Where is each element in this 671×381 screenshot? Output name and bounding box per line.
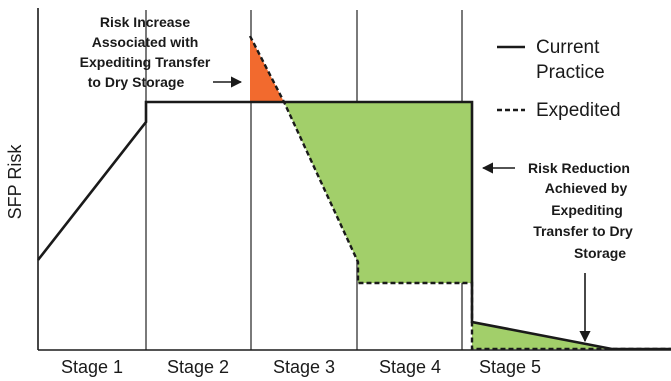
annotation-line: Expediting: [551, 202, 623, 218]
legend-current-label: Current: [536, 37, 600, 58]
annotation-line: Expediting Transfer: [80, 54, 211, 70]
annotation-line: Risk Reduction: [528, 160, 630, 176]
stage-label: Stage 2: [167, 357, 229, 377]
y-axis-label: SFP Risk: [5, 144, 25, 220]
legend-current-label-line2: Practice: [536, 62, 605, 83]
expedited-line: [248, 35, 671, 351]
stage-label: Stage 3: [273, 357, 335, 377]
stage-label: Stage 4: [379, 357, 441, 377]
current-practice-line: [36, 100, 671, 351]
risk-reduction-annotation: Risk Reduction Achieved by Expediting Tr…: [481, 160, 633, 343]
legend: Current Practice Expedited: [497, 37, 621, 121]
risk-increase-annotation: Risk Increase Associated with Expediting…: [80, 14, 243, 90]
stage-labels: Stage 1 Stage 2 Stage 3 Stage 4 Stage 5: [61, 357, 541, 377]
stage-label: Stage 5: [479, 357, 541, 377]
annotation-line: Risk Increase: [100, 14, 190, 30]
legend-expedited-label: Expedited: [536, 100, 621, 121]
annotation-line: Transfer to Dry: [533, 223, 633, 239]
annotation-line: to Dry Storage: [88, 74, 185, 90]
risk-reduction-area-main: [284, 102, 472, 283]
stage-label: Stage 1: [61, 357, 123, 377]
annotation-line: Storage: [574, 245, 626, 261]
annotation-line: Associated with: [92, 34, 199, 50]
annotation-line: Achieved by: [545, 180, 628, 196]
